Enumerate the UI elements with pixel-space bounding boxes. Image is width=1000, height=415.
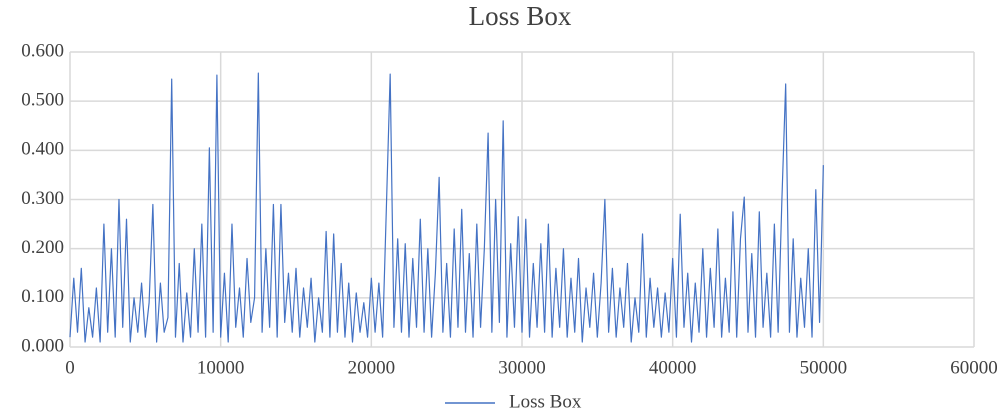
chart-title: Loss Box <box>469 1 572 31</box>
x-tick-label: 20000 <box>348 357 396 378</box>
x-tick-label: 40000 <box>649 357 697 378</box>
x-tick-label: 50000 <box>800 357 848 378</box>
y-tick-label: 0.100 <box>21 286 64 307</box>
y-tick-label: 0.300 <box>21 188 64 209</box>
y-tick-label: 0.200 <box>21 237 64 258</box>
x-tick-label: 0 <box>65 357 75 378</box>
x-tick-label: 30000 <box>498 357 546 378</box>
y-tick-label: 0.000 <box>21 335 64 356</box>
data-line <box>69 72 824 343</box>
y-tick-label: 0.500 <box>21 90 64 111</box>
x-tick-label: 60000 <box>950 357 998 378</box>
y-tick-label: 0.400 <box>21 139 64 160</box>
x-tick-label: 10000 <box>197 357 245 378</box>
y-tick-label: 0.600 <box>21 40 64 61</box>
legend-label: Loss Box <box>509 391 582 412</box>
